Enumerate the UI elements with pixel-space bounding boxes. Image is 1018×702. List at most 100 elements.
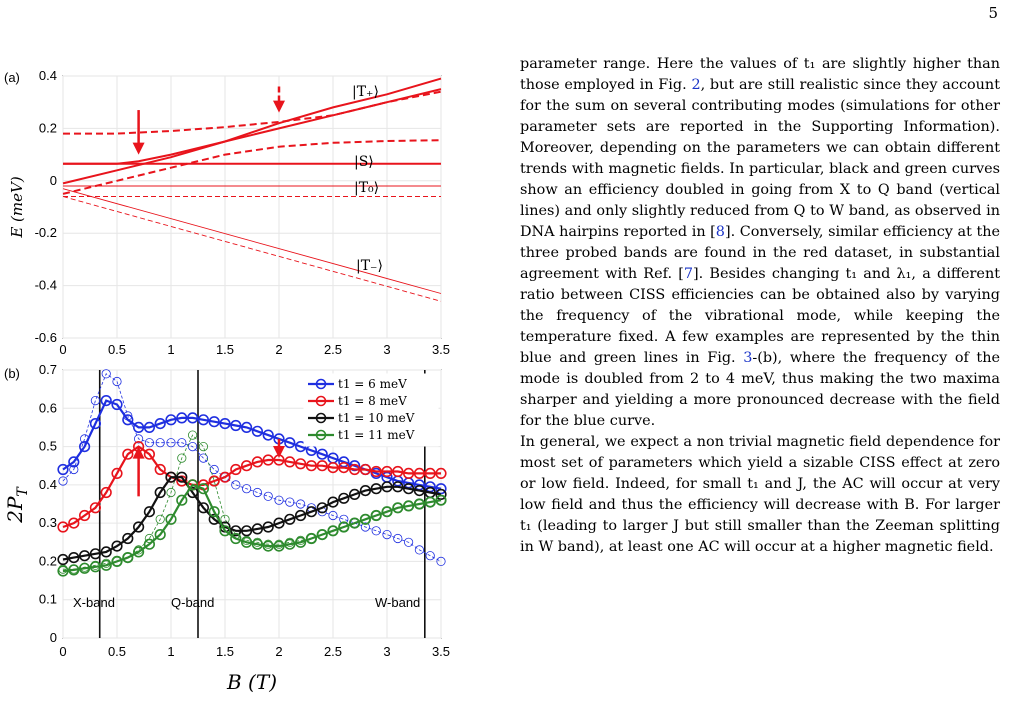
series-point bbox=[111, 398, 123, 411]
series-point bbox=[338, 521, 350, 533]
x-tick-label: 2.5 bbox=[324, 644, 342, 659]
series-point bbox=[68, 456, 80, 468]
panel-a-arrows bbox=[132, 86, 285, 155]
series-point bbox=[327, 462, 339, 474]
arrow-head bbox=[132, 446, 145, 459]
text-segment: -(b), where the frequency of the mode is… bbox=[520, 350, 1000, 429]
series-point bbox=[100, 546, 112, 558]
paragraph-2: In general, we expect a non trivial magn… bbox=[520, 434, 1000, 555]
series-point bbox=[89, 502, 101, 514]
series-point bbox=[187, 412, 199, 424]
series-point bbox=[78, 441, 91, 453]
series-point bbox=[284, 513, 296, 525]
text-segment: parameter range. Here the values of t₁ a… bbox=[520, 56, 1000, 93]
anticrossing-arrow-head bbox=[273, 100, 285, 113]
reference-link[interactable]: 8 bbox=[715, 224, 725, 240]
series-point bbox=[143, 448, 155, 460]
series-point bbox=[284, 538, 296, 550]
series-point bbox=[133, 521, 145, 533]
panel-a-ticks: 0 0.5 1 1.5 2 2.5 3 3.5 0.4 0.2 0 -0.2 -0.4 -0.6 bbox=[35, 68, 450, 357]
series-point bbox=[154, 418, 166, 430]
state-label-t-zero: |T₀⟩ bbox=[354, 180, 379, 196]
y-tick-label: 0.4 bbox=[39, 477, 57, 492]
x-tick-label: 2 bbox=[275, 644, 282, 659]
series-point bbox=[425, 551, 435, 561]
series-point bbox=[327, 496, 339, 508]
energy-level-line bbox=[62, 188, 442, 294]
x-tick-label: 0 bbox=[59, 644, 66, 659]
series bbox=[57, 395, 447, 495]
series-point bbox=[436, 556, 446, 567]
series-point bbox=[316, 460, 328, 472]
series-point bbox=[143, 421, 155, 434]
series-point bbox=[78, 509, 91, 522]
series-point bbox=[305, 460, 318, 472]
series-point bbox=[393, 533, 403, 544]
series-point bbox=[197, 502, 209, 514]
legend-marker bbox=[315, 429, 327, 441]
series-point bbox=[89, 418, 101, 430]
band-label-x: X-band bbox=[73, 595, 115, 610]
thin-series bbox=[58, 369, 446, 567]
series-point bbox=[349, 488, 361, 501]
panel-b-xlabel: B (T) bbox=[226, 670, 277, 694]
series-point bbox=[143, 506, 155, 518]
y-tick-label: 0.3 bbox=[39, 515, 57, 530]
energy-level-line bbox=[62, 77, 442, 185]
series-point bbox=[154, 463, 166, 476]
series-point bbox=[230, 525, 242, 537]
series-point bbox=[144, 533, 154, 544]
legend-label: t1 = 8 meV bbox=[338, 394, 407, 408]
series-point bbox=[359, 463, 372, 476]
reference-link[interactable]: 2 bbox=[691, 77, 701, 93]
series-point bbox=[209, 464, 219, 475]
series-point bbox=[231, 480, 241, 490]
series-point bbox=[381, 481, 393, 493]
series-point bbox=[252, 487, 262, 498]
series-point bbox=[382, 529, 392, 540]
x-tick-label: 0 bbox=[59, 342, 66, 357]
series-point bbox=[392, 465, 404, 478]
series-point bbox=[197, 483, 209, 495]
series-point bbox=[133, 546, 145, 558]
series-point bbox=[219, 525, 231, 537]
series-point bbox=[101, 369, 111, 379]
series-point bbox=[154, 486, 166, 499]
series-point bbox=[230, 463, 242, 476]
series-point bbox=[360, 522, 370, 532]
reference-link[interactable]: 7 bbox=[683, 266, 694, 282]
series-point bbox=[435, 494, 447, 506]
series-point bbox=[414, 545, 424, 555]
legend-marker bbox=[315, 378, 327, 390]
y-tick-label: 0.6 bbox=[39, 400, 57, 415]
series-point bbox=[230, 419, 242, 432]
series-point bbox=[392, 502, 404, 514]
series-point bbox=[68, 564, 80, 576]
x-tick-label: 0.5 bbox=[108, 644, 126, 659]
series-point bbox=[188, 441, 198, 452]
reference-link[interactable]: 3 bbox=[743, 350, 753, 366]
band-label-w: W-band bbox=[375, 595, 420, 610]
x-tick-label: 1 bbox=[167, 644, 174, 659]
series-point bbox=[241, 536, 253, 548]
series-point bbox=[111, 467, 123, 480]
series-point bbox=[392, 481, 404, 493]
series-point bbox=[370, 509, 382, 522]
series-point bbox=[220, 514, 230, 524]
series-point bbox=[89, 561, 101, 573]
series-point bbox=[285, 497, 295, 507]
series-point bbox=[57, 521, 69, 533]
series-point bbox=[316, 448, 328, 460]
series-point bbox=[208, 475, 220, 487]
series-point bbox=[424, 467, 436, 480]
series-point bbox=[316, 528, 328, 541]
panel-a-curves bbox=[62, 77, 442, 302]
text-segment: , but are still realistic since they acc… bbox=[520, 77, 1000, 240]
x-tick-label: 1.5 bbox=[216, 644, 234, 659]
y-tick-label: 0.4 bbox=[39, 68, 57, 83]
text-segment: ]. Besides changing t₁ and λ₁, a differe… bbox=[520, 266, 1000, 366]
series-point bbox=[403, 537, 414, 547]
y-tick-label: -0.2 bbox=[35, 225, 57, 240]
series-point bbox=[208, 416, 220, 428]
series-point bbox=[413, 498, 426, 510]
